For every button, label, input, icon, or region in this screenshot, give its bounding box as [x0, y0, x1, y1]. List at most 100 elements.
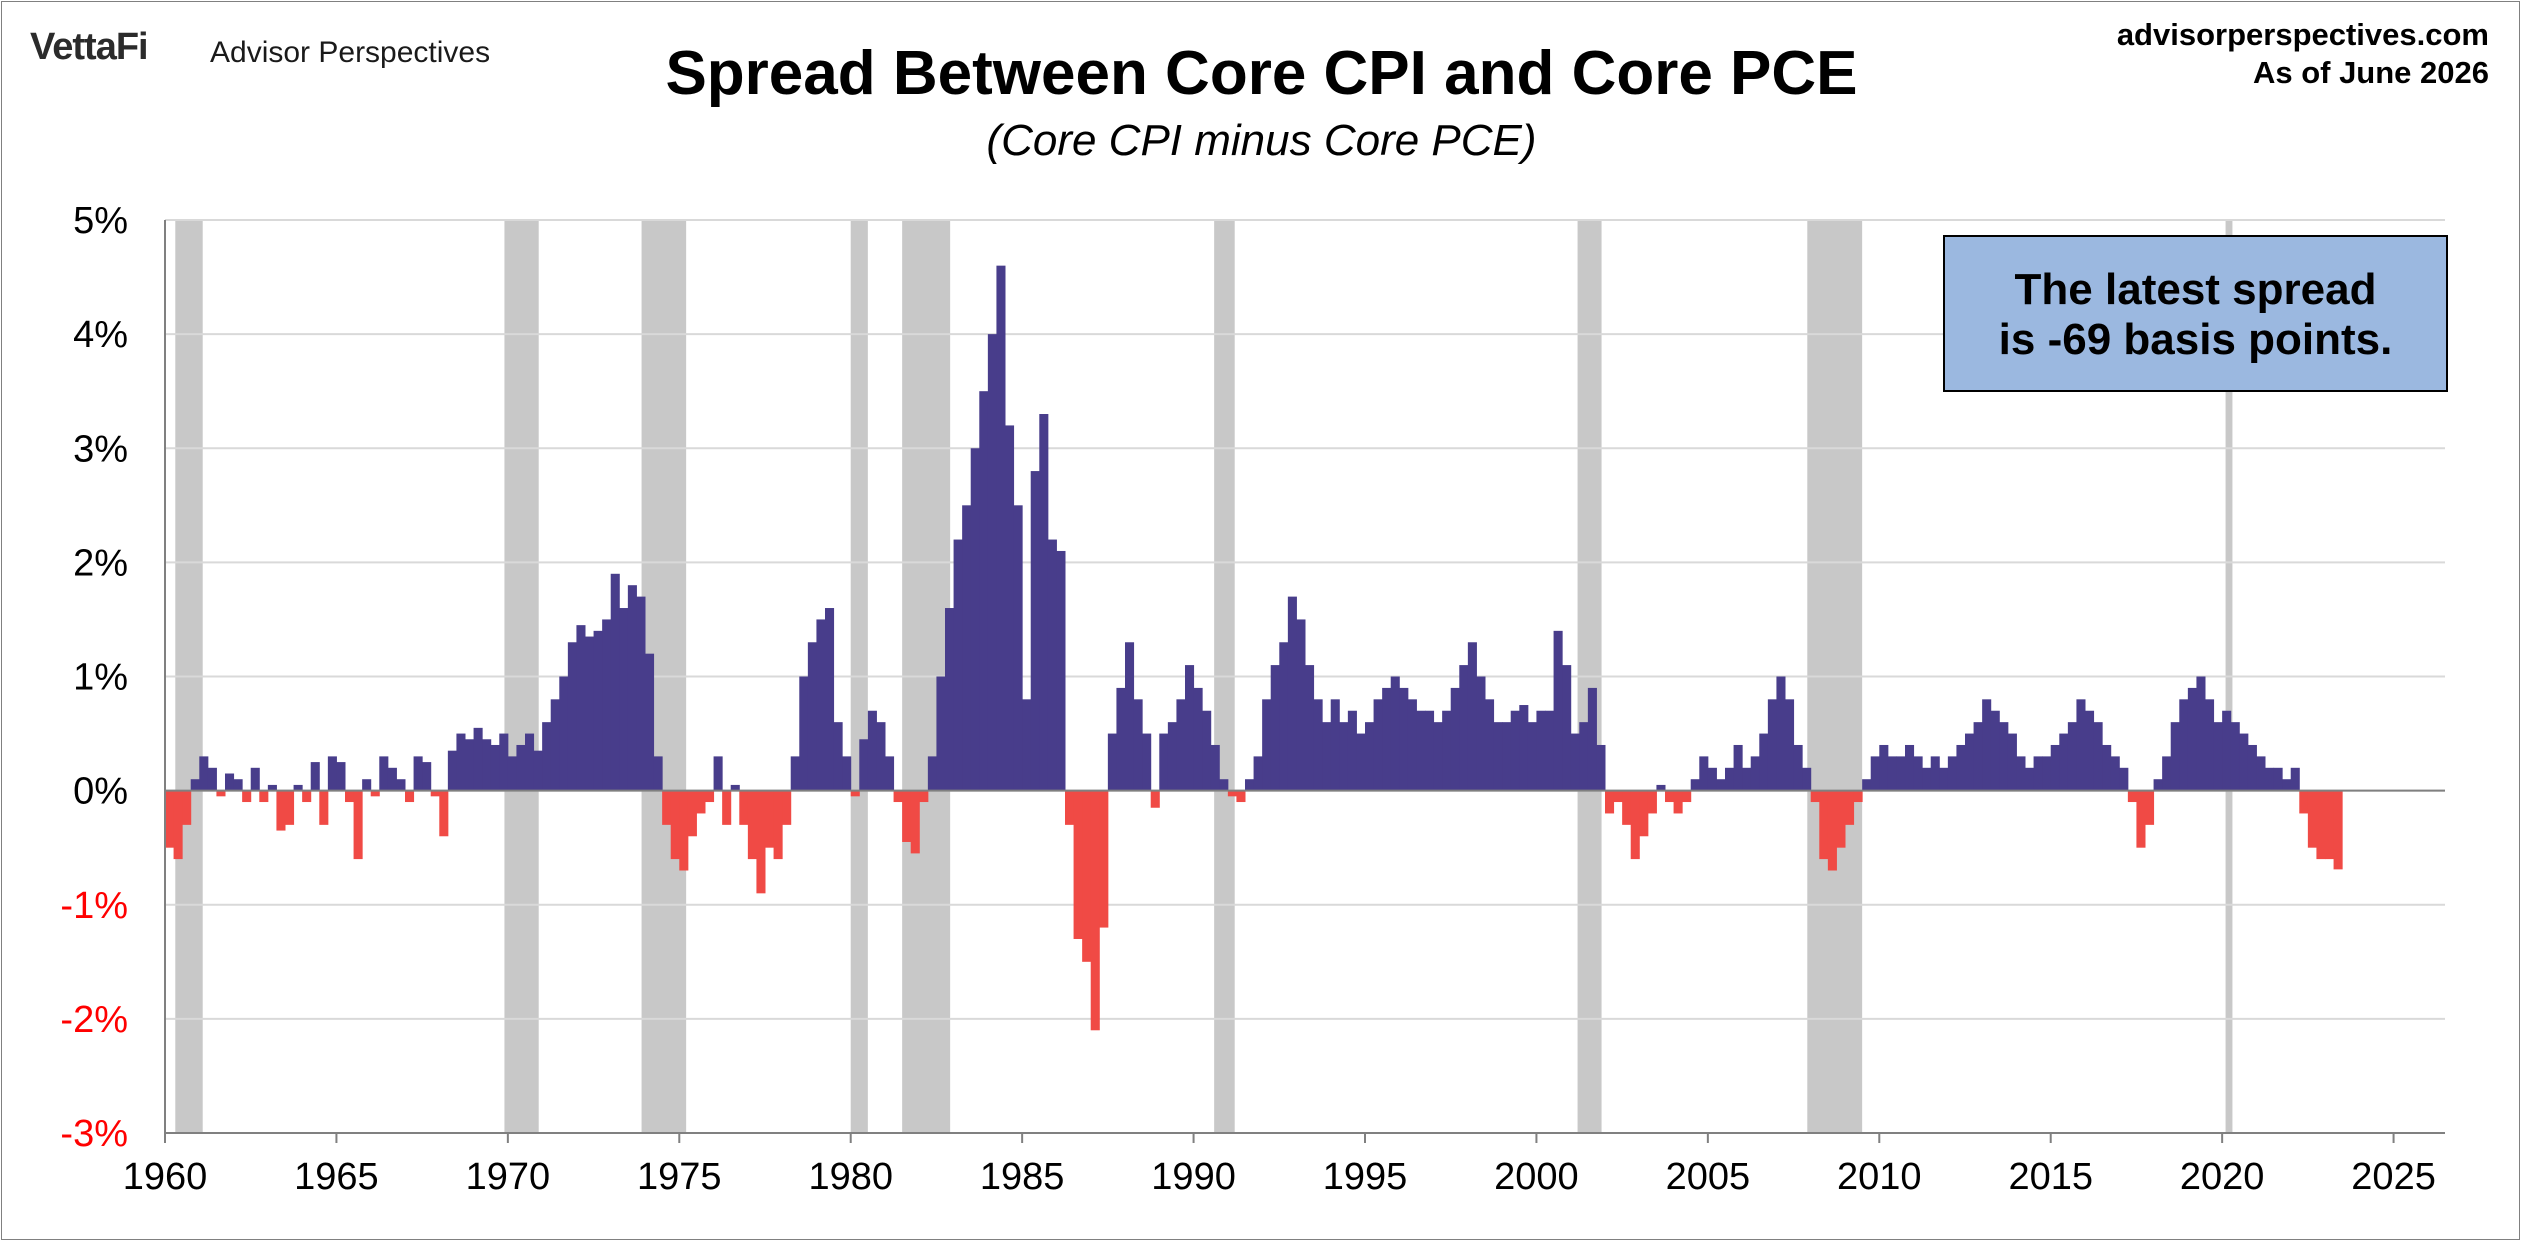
- bar-positive: [816, 619, 826, 791]
- bar-negative: [319, 790, 329, 825]
- bar-positive: [1887, 756, 1897, 791]
- bar-negative: [285, 790, 295, 825]
- bar-positive: [927, 756, 937, 791]
- bar-negative: [1065, 790, 1075, 825]
- bar-positive: [1373, 699, 1383, 791]
- bar-positive: [490, 744, 500, 791]
- bar-positive: [1990, 710, 2000, 791]
- bar-positive: [1939, 767, 1949, 791]
- bar-positive: [1905, 744, 1915, 791]
- bar-positive: [2025, 767, 2035, 791]
- bar-positive: [2102, 744, 2112, 791]
- bar-positive: [1339, 722, 1349, 791]
- x-tick-label: 1960: [123, 1156, 208, 1198]
- bar-negative: [1819, 790, 1829, 860]
- bar-negative: [276, 790, 286, 831]
- bar-positive: [1570, 733, 1580, 791]
- x-tick-label: 2000: [1494, 1156, 1579, 1198]
- bar-positive: [2222, 710, 2232, 791]
- bar-positive: [1725, 767, 1735, 791]
- axes: [164, 220, 2445, 1134]
- bar-positive: [2265, 767, 2275, 791]
- bar-positive: [1056, 550, 1066, 791]
- bar-positive: [1750, 756, 1760, 791]
- note-line-2: is -69 basis points.: [1998, 315, 2393, 364]
- bar-negative: [1845, 790, 1855, 825]
- bar-negative: [1639, 790, 1649, 837]
- as-of-date: As of June 2026: [2252, 55, 2489, 90]
- bar-negative: [1673, 790, 1683, 814]
- bar-positive: [2187, 687, 2197, 791]
- bar-positive: [1587, 687, 1597, 791]
- bar-positive: [1305, 665, 1315, 791]
- bar-positive: [2230, 722, 2240, 791]
- bar-positive: [1716, 779, 1726, 791]
- bar-positive: [1656, 784, 1666, 791]
- bar-positive: [645, 653, 655, 791]
- bar-positive: [1296, 619, 1306, 791]
- bar-positive: [713, 756, 723, 791]
- bar-negative: [679, 790, 689, 871]
- bar-positive: [653, 756, 663, 791]
- bar-positive: [2016, 756, 2026, 791]
- bar-positive: [1947, 756, 1957, 791]
- y-tick-label: 2%: [73, 542, 128, 584]
- bar-negative: [1605, 790, 1615, 814]
- x-tick-label: 1990: [1151, 1156, 1236, 1198]
- bar-positive: [1862, 779, 1872, 791]
- bar-positive: [1510, 710, 1520, 791]
- bar-positive: [627, 585, 637, 791]
- bar-negative: [773, 790, 783, 860]
- bar-negative: [1090, 790, 1100, 1031]
- bar-positive: [567, 642, 577, 791]
- bar-positive: [1262, 699, 1272, 791]
- bar-positive: [833, 722, 843, 791]
- bar-positive: [516, 744, 526, 791]
- bar-positive: [799, 676, 809, 791]
- bar-positive: [396, 779, 406, 791]
- bar-positive: [1459, 665, 1469, 791]
- bar-negative: [370, 790, 380, 797]
- bar-negative: [1853, 790, 1863, 803]
- bar-positive: [1536, 710, 1546, 791]
- bar-positive: [979, 391, 989, 791]
- bar-positive: [1347, 710, 1357, 791]
- bar-negative: [1613, 790, 1623, 803]
- bar-positive: [2239, 733, 2249, 791]
- bar-negative: [2325, 790, 2335, 860]
- bar-positive: [2033, 756, 2043, 791]
- bar-positive: [1982, 699, 1992, 791]
- bar-positive: [447, 750, 457, 791]
- bar-positive: [1767, 699, 1777, 791]
- vettafi-logo: VettaFi: [30, 26, 149, 68]
- bar-positive: [1930, 756, 1940, 791]
- site-url[interactable]: advisorperspectives.com: [2116, 17, 2489, 52]
- bar-negative: [2299, 790, 2309, 814]
- bar-positive: [1313, 699, 1323, 791]
- bar-positive: [1279, 642, 1289, 791]
- bar-negative: [910, 790, 920, 854]
- bar-negative: [1227, 790, 1237, 797]
- bar-positive: [310, 762, 320, 791]
- bar-positive: [250, 767, 260, 791]
- bar-positive: [962, 505, 972, 791]
- bar-positive: [1759, 733, 1769, 791]
- bar-positive: [867, 710, 877, 791]
- bar-positive: [422, 762, 432, 791]
- bar-negative: [1665, 790, 1675, 803]
- bar-positive: [2076, 699, 2086, 791]
- bar-negative: [670, 790, 680, 860]
- bar-positive: [2153, 779, 2163, 791]
- bar-positive: [1185, 665, 1195, 791]
- bar-positive: [327, 756, 337, 791]
- bar-positive: [1202, 710, 1212, 791]
- bar-positive: [807, 642, 817, 791]
- bar-positive: [1870, 756, 1880, 791]
- bar-positive: [1802, 767, 1812, 791]
- bar-positive: [559, 676, 569, 791]
- bar-positive: [2119, 767, 2129, 791]
- bar-positive: [790, 756, 800, 791]
- bar-positive: [1785, 699, 1795, 791]
- chart-subtitle: (Core CPI minus Core PCE): [986, 116, 1537, 165]
